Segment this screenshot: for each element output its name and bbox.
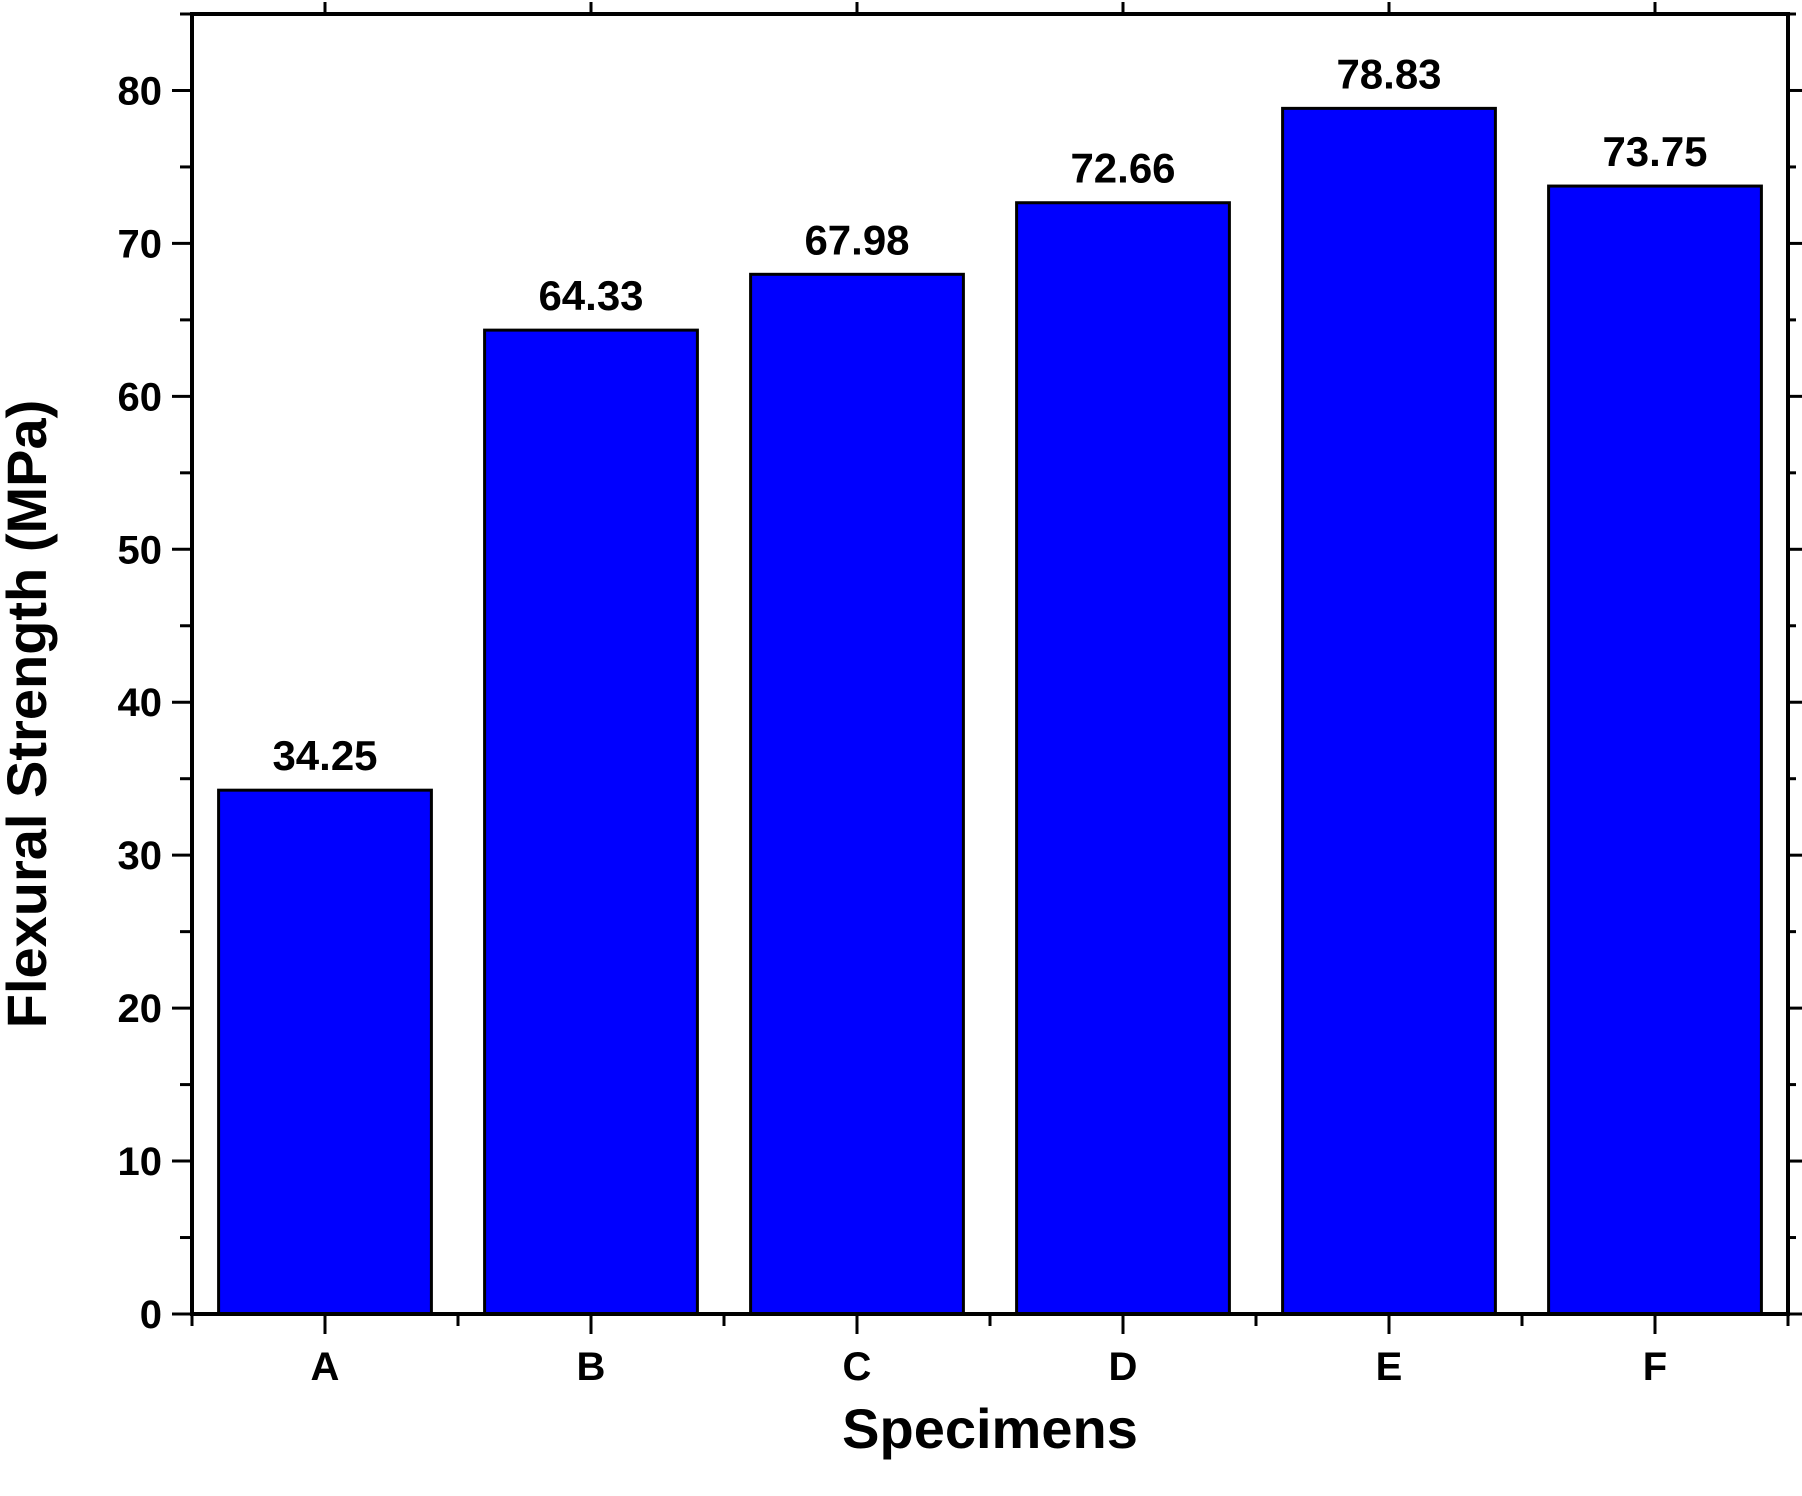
y-tick-label-40: 40 — [118, 681, 163, 725]
bar-b — [483, 328, 699, 1316]
x-tick-label-b: B — [577, 1345, 606, 1389]
x-axis-title: Specimens — [842, 1397, 1138, 1460]
data-label-b: 64.33 — [538, 272, 643, 319]
y-tick-label-20: 20 — [118, 987, 163, 1031]
y-tick-label-70: 70 — [118, 222, 163, 266]
x-axis: A B C D E F — [190, 2, 1790, 1389]
x-tick-label-f: F — [1643, 1345, 1667, 1389]
y-tick-label-30: 30 — [118, 834, 163, 878]
bars-layer — [217, 106, 1763, 1316]
x-tick-label-c: C — [843, 1345, 872, 1389]
x-tick-label-a: A — [311, 1345, 340, 1389]
data-label-a: 34.25 — [272, 732, 377, 779]
data-labels-layer: 34.25 64.33 67.98 72.66 78.83 73.75 — [272, 50, 1707, 779]
y-tick-label-60: 60 — [118, 375, 163, 419]
data-label-c: 67.98 — [804, 216, 909, 263]
bar-a — [217, 788, 433, 1316]
bar-e — [1281, 106, 1497, 1316]
data-label-d: 72.66 — [1070, 145, 1175, 192]
bar-d — [1015, 201, 1231, 1316]
x-tick-label-e: E — [1376, 1345, 1403, 1389]
data-label-e: 78.83 — [1336, 50, 1441, 97]
y-axis: 0 10 20 30 40 50 60 70 80 — [118, 12, 1802, 1337]
y-tick-label-10: 10 — [118, 1140, 163, 1184]
y-axis-title: Flexural Strength (MPa) — [0, 400, 58, 1029]
y-tick-label-0: 0 — [140, 1293, 162, 1337]
bar-c — [749, 272, 965, 1316]
x-tick-label-d: D — [1109, 1345, 1138, 1389]
data-label-f: 73.75 — [1602, 128, 1707, 175]
y-tick-label-80: 80 — [118, 69, 163, 113]
y-tick-label-50: 50 — [118, 528, 163, 572]
bar-f — [1547, 184, 1763, 1316]
